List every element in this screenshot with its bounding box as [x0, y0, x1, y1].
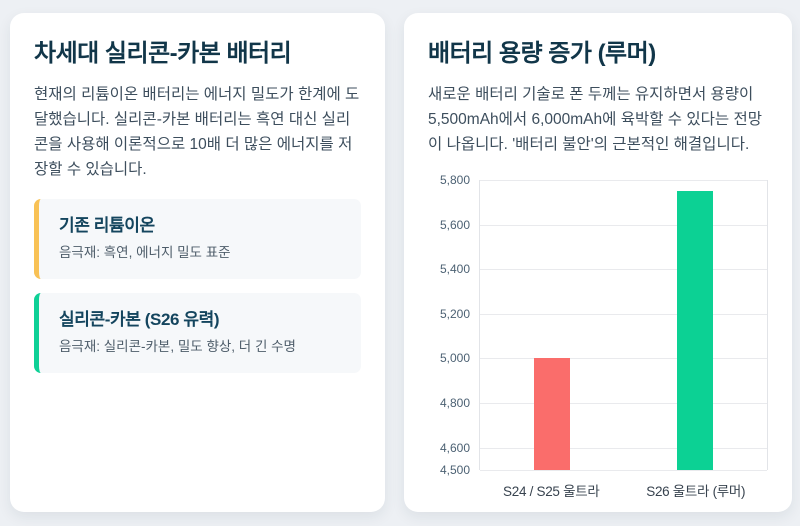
right-card-body: 새로운 배터리 기술로 폰 두께는 유지하면서 용량이 5,500mAh에서 6… [428, 86, 762, 153]
info-box-title: 실리콘-카본 (S26 유력) [59, 310, 220, 329]
chart-x-axis: S24 / S25 울트라 S26 울트라 (루머) [479, 480, 768, 500]
y-tick-label: 5,200 [439, 306, 470, 321]
y-tick-label: 4,500 [439, 463, 470, 477]
left-card-title: 차세대 실리콘-카본 배터리 [34, 40, 292, 67]
right-card-title: 배터리 용량 증가 (루머) [428, 40, 656, 67]
info-box-silicon-carbon: 실리콘-카본 (S26 유력) 음극재: 실리콘-카본, 밀도 향상, 더 긴 … [34, 293, 361, 373]
y-tick-label: 4,600 [439, 440, 470, 455]
left-card-body: 현재의 리튬이온 배터리는 에너지 밀도가 한계에 도달했습니다. 실리콘-카본… [34, 86, 360, 178]
y-tick-label: 5,400 [439, 262, 470, 277]
gridline [480, 269, 767, 271]
gridline [480, 403, 767, 405]
y-tick-label: 4,800 [439, 396, 470, 411]
x-tick-label: S26 울트라 (루머) [646, 484, 746, 499]
info-box-lithium-ion: 기존 리튬이온 음극재: 흑연, 에너지 밀도 표준 [34, 199, 361, 279]
y-tick-label: 5,800 [439, 173, 470, 187]
x-tick-label: S24 / S25 울트라 [503, 484, 600, 499]
page: 차세대 실리콘-카본 배터리 현재의 리튬이온 배터리는 에너지 밀도가 한계에… [10, 13, 792, 512]
info-box-desc: 음극재: 흑연, 에너지 밀도 표준 [59, 245, 231, 260]
chart-bar [677, 191, 714, 470]
gridline [480, 358, 767, 360]
gridline [480, 313, 767, 315]
card-silicon-carbon-overview: 차세대 실리콘-카본 배터리 현재의 리튬이온 배터리는 에너지 밀도가 한계에… [10, 13, 385, 512]
chart-plot-area [479, 180, 768, 471]
y-tick-label: 5,000 [439, 351, 470, 366]
chart-bar [533, 358, 570, 470]
y-tick-label: 5,600 [439, 217, 470, 232]
gridline [480, 180, 767, 181]
gridline [480, 470, 767, 471]
capacity-bar-chart: S24 / S25 울트라 S26 울트라 (루머) 4,500 4,600 4,80… [428, 172, 768, 502]
gridline [480, 447, 767, 449]
info-box-title: 기존 리튬이온 [59, 216, 155, 235]
gridline [480, 224, 767, 226]
info-box-desc: 음극재: 실리콘-카본, 밀도 향상, 더 긴 수명 [59, 339, 296, 354]
card-battery-capacity: 배터리 용량 증가 (루머) 새로운 배터리 기술로 폰 두께는 유지하면서 용… [404, 13, 792, 512]
